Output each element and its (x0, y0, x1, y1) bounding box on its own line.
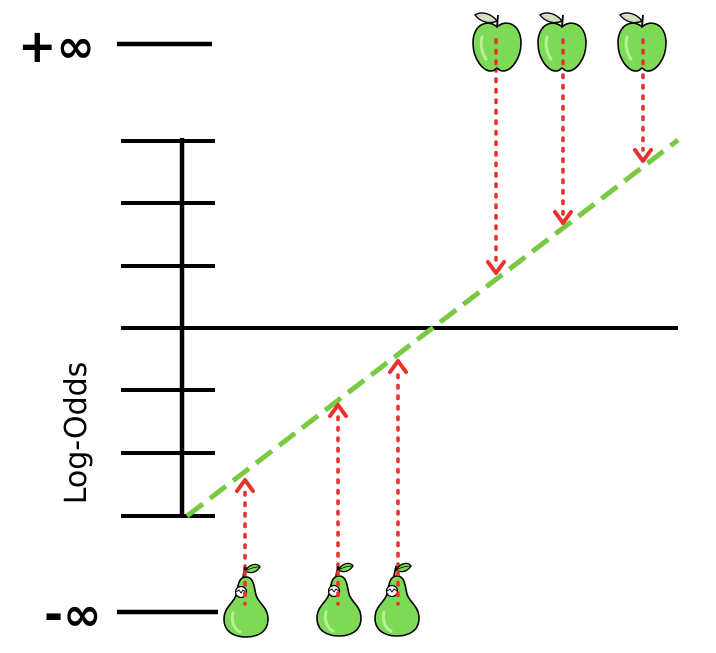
neg-infinity-label: -∞ (44, 587, 101, 641)
up-arrow-icon (388, 359, 408, 374)
down-arrow-icon (553, 210, 573, 225)
fit-line (185, 138, 680, 518)
up-arrow-icon (235, 478, 255, 493)
axis-title: Log-Odds (59, 362, 94, 505)
down-arrow-icon (486, 260, 506, 275)
up-arrow-icon (328, 403, 348, 418)
pos-infinity-label: +∞ (18, 19, 95, 73)
down-arrow-icon (633, 148, 653, 163)
